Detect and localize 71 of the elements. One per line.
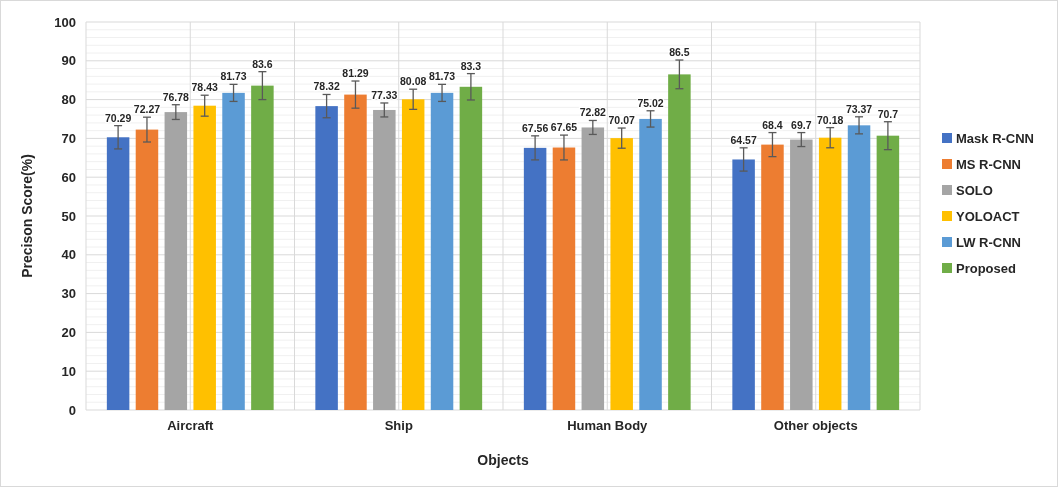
y-axis-title: Precison Score(%)	[19, 154, 35, 278]
data-label: 81.73	[428, 70, 456, 83]
bar	[552, 147, 576, 410]
y-tick-label: 70	[61, 130, 76, 146]
data-label: 77.33	[371, 88, 398, 101]
bar	[459, 86, 483, 410]
data-label: 70.07	[608, 114, 635, 127]
bar	[761, 144, 784, 410]
data-label: 81.29	[342, 67, 369, 80]
data-label: 81.73	[220, 70, 247, 83]
legend-label: SOLO	[956, 182, 993, 198]
data-label: 67.65	[550, 121, 578, 134]
bar	[668, 74, 691, 410]
x-tick-label: Ship	[384, 418, 413, 433]
x-tick-label: Other objects	[773, 418, 858, 433]
data-label: 78.32	[313, 80, 340, 93]
y-tick-label: 50	[61, 208, 76, 224]
bar	[344, 94, 367, 410]
bar	[106, 137, 130, 410]
bar	[790, 139, 813, 410]
y-tick-label: 40	[61, 247, 76, 263]
bar	[876, 135, 900, 410]
bar	[639, 118, 662, 410]
data-label: 83.6	[252, 57, 273, 70]
y-tick-label: 60	[61, 169, 76, 185]
data-label: 70.18	[817, 113, 844, 126]
y-tick-label: 10	[61, 363, 76, 379]
y-tick-label: 100	[54, 14, 76, 30]
legend-label: Mask R-CNN	[956, 130, 1035, 146]
data-label: 86.5	[669, 46, 690, 59]
legend-label: MS R-CNN	[956, 156, 1021, 172]
bar	[818, 137, 842, 410]
bar	[373, 109, 396, 410]
data-label: 80.08	[400, 75, 427, 88]
data-label: 64.57	[730, 133, 757, 146]
bar	[847, 125, 871, 410]
data-label: 72.82	[579, 106, 607, 119]
bar	[581, 127, 605, 410]
data-label: 69.7	[791, 118, 812, 131]
data-label: 75.02	[637, 96, 664, 109]
bar	[315, 106, 338, 410]
bar	[164, 112, 188, 410]
data-label: 83.3	[460, 59, 482, 72]
data-label: 67.56	[521, 121, 549, 134]
x-tick-label: Human Body	[567, 418, 649, 433]
bar	[222, 92, 245, 410]
y-tick-label: 80	[61, 92, 76, 108]
bar	[193, 105, 216, 410]
data-label: 68.4	[762, 118, 783, 131]
y-tick-label: 90	[61, 53, 76, 69]
data-label: 70.29	[104, 111, 132, 124]
bar	[251, 85, 274, 410]
bar	[523, 147, 547, 410]
data-label: 73.37	[845, 102, 873, 115]
y-tick-label: 30	[61, 286, 76, 302]
bar	[610, 138, 633, 410]
y-tick-label: 20	[61, 324, 76, 340]
legend-label: LW R-CNN	[956, 234, 1021, 250]
legend-label: Proposed	[956, 260, 1017, 276]
bar	[401, 99, 425, 410]
x-tick-label: Aircraft	[167, 418, 215, 433]
bar	[430, 92, 454, 410]
data-label: 72.27	[133, 103, 161, 116]
data-label: 78.43	[191, 81, 218, 94]
bar	[732, 159, 755, 410]
x-axis-title: Objects	[477, 452, 529, 468]
bar	[135, 129, 159, 410]
y-tick-label: 0	[68, 402, 76, 418]
data-label: 76.78	[162, 90, 190, 103]
legend-label: YOLOACT	[956, 208, 1020, 224]
data-label: 70.7	[877, 107, 899, 120]
